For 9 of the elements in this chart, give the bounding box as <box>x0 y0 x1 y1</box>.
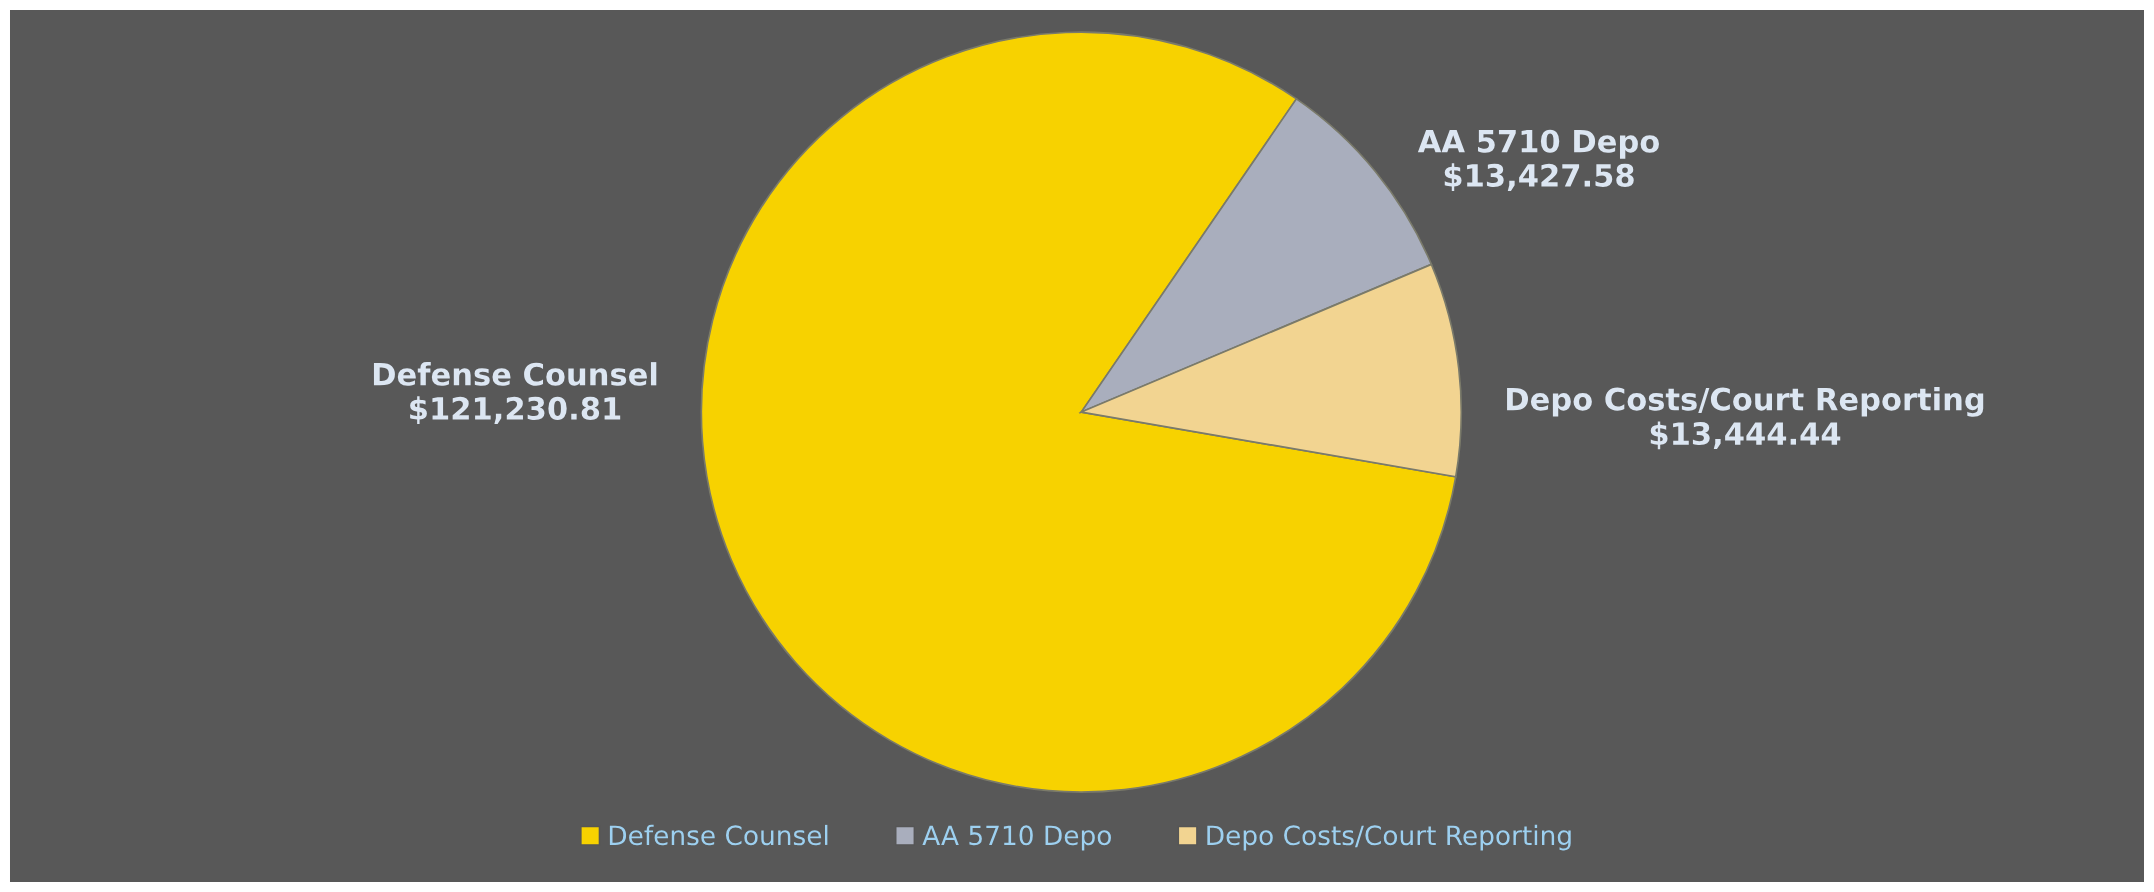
legend-label: Depo Costs/Court Reporting <box>1207 824 1571 851</box>
slice-label: AA 5710 Depo <box>1417 129 1659 159</box>
data-label: $121,230.81 <box>410 396 621 425</box>
legend-label: Defense Counsel <box>609 824 828 846</box>
slice-label: Depo Costs/Court Reporting <box>1507 386 1984 417</box>
slice-label: Defense Counsel <box>373 362 657 386</box>
data-label: $13,444.44 <box>1650 421 1841 450</box>
legend-label: AA 5710 Depo <box>922 825 1111 851</box>
data-label: $13,427.58 <box>1444 163 1634 192</box>
